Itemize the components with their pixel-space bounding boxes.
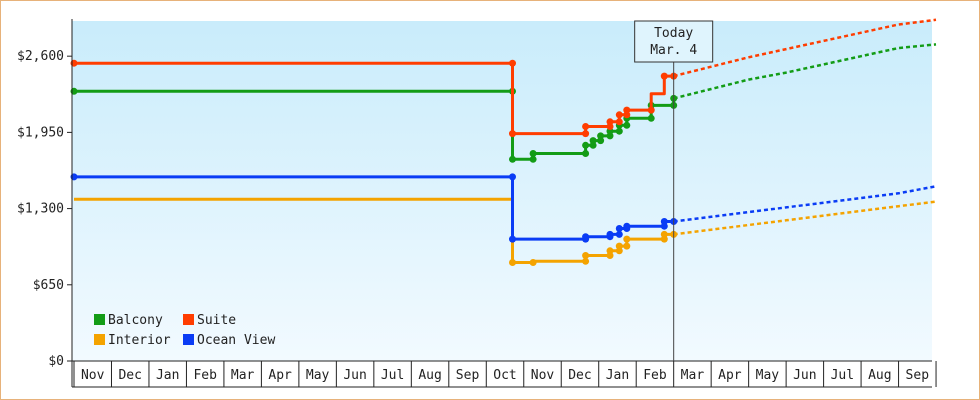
y-tick-label: $650	[33, 278, 64, 293]
data-point-suite	[606, 118, 614, 126]
data-point-suite	[623, 106, 631, 114]
legend: Balcony Suite Interior Ocean View	[94, 313, 275, 348]
x-tick-label: Feb	[643, 368, 667, 383]
data-point-interior	[623, 242, 631, 250]
x-tick-label: Mar	[231, 368, 255, 383]
axis-layer: $0 $650 $1,300 $1,950 $2,600 Nov Dec Jan Feb Mar A…	[17, 19, 937, 388]
legend-swatch-ocean-view	[183, 334, 194, 345]
data-point-ocean-view	[509, 173, 516, 181]
data-point-interior	[660, 230, 668, 238]
x-tick-label: Jun	[793, 368, 816, 383]
data-point-balcony	[582, 141, 590, 149]
data-point-ocean-view	[615, 225, 623, 232]
series-suite	[70, 18, 937, 138]
y-tick-label: $1,300	[17, 202, 64, 217]
data-point-balcony	[647, 114, 655, 122]
data-point-ocean-view	[623, 222, 631, 230]
x-tick-label: Dec	[118, 368, 141, 383]
x-tick-label: Dec	[568, 368, 591, 383]
x-tick-label: Aug	[868, 368, 891, 383]
x-tick-label: Sep	[906, 368, 930, 383]
data-point-ocean-view	[615, 230, 623, 238]
x-tick-label: Oct	[493, 368, 516, 383]
x-tick-label: Jan	[606, 368, 629, 383]
legend-label-balcony: Balcony	[108, 313, 163, 328]
data-point-interior	[623, 235, 631, 243]
data-point-interior	[582, 252, 590, 259]
x-tick-label: Apr	[268, 368, 292, 383]
x-tick-label: Nov	[81, 368, 105, 383]
x-tick-label: Apr	[718, 368, 742, 383]
data-point-interior	[606, 247, 614, 255]
x-tick-label: Jul	[831, 368, 854, 383]
legend-swatch-balcony	[94, 314, 105, 325]
data-point-balcony	[589, 137, 597, 145]
x-tick-label: Feb	[193, 368, 217, 383]
data-point-interior	[615, 242, 623, 250]
data-point-balcony	[529, 155, 537, 163]
data-point-suite	[582, 130, 590, 138]
data-point-ocean-view	[582, 233, 590, 241]
today-box	[634, 20, 714, 63]
x-tick-label: Jun	[343, 368, 366, 383]
data-point-balcony	[597, 132, 605, 140]
x-tick-label: Mar	[681, 368, 705, 383]
data-point-balcony	[509, 155, 516, 163]
x-tick-label: Jul	[381, 368, 404, 383]
data-point-ocean-view	[509, 235, 516, 243]
y-tick-label: $0	[48, 354, 64, 369]
data-point-suite	[582, 123, 590, 130]
data-point-balcony	[623, 121, 631, 129]
legend-label-ocean-view: Ocean View	[197, 333, 275, 348]
data-point-ocean-view	[660, 218, 668, 225]
forecast-line-ocean-view	[673, 185, 937, 223]
series-line-ocean-view	[74, 175, 674, 241]
x-tick-label: Sep	[456, 368, 480, 383]
data-point-interior	[509, 259, 516, 266]
legend-label-interior: Interior	[108, 333, 171, 348]
y-tick-label: $1,950	[17, 125, 64, 140]
x-tick-label: May	[756, 368, 780, 383]
x-tick-label: May	[306, 368, 330, 383]
x-tick-label: Jan	[156, 368, 179, 383]
y-tick-label: $2,600	[17, 49, 64, 64]
forecast-line-interior	[673, 200, 937, 236]
legend-swatch-suite	[183, 314, 194, 325]
today-marker: Today Mar. 4	[634, 20, 714, 361]
legend-swatch-interior	[94, 334, 105, 345]
series-layer	[70, 18, 937, 266]
data-point-balcony	[615, 127, 623, 135]
forecast-line-balcony	[673, 43, 937, 100]
legend-item-ocean-view: Ocean View	[183, 333, 275, 348]
data-point-suite	[647, 106, 655, 114]
data-point-suite	[615, 118, 623, 126]
legend-item-balcony: Balcony	[94, 313, 163, 328]
legend-item-suite: Suite	[183, 313, 236, 328]
data-point-balcony	[582, 150, 590, 157]
data-point-suite	[660, 72, 668, 80]
x-tick-label: Aug	[418, 368, 441, 383]
data-point-ocean-view	[606, 230, 614, 238]
data-point-suite	[615, 111, 623, 119]
data-point-suite	[509, 130, 516, 138]
data-point-interior	[529, 259, 537, 266]
series-ocean-view	[70, 173, 937, 243]
forecast-line-suite	[673, 18, 937, 78]
data-point-interior	[582, 257, 590, 265]
today-label: Today	[654, 26, 693, 41]
x-tick-label: Nov	[531, 368, 555, 383]
today-label: Mar. 4	[650, 43, 697, 58]
plot-area	[72, 21, 932, 361]
legend-item-interior: Interior	[94, 333, 171, 348]
data-point-balcony	[529, 150, 537, 157]
legend-label-suite: Suite	[197, 313, 236, 328]
data-point-suite	[509, 59, 516, 67]
